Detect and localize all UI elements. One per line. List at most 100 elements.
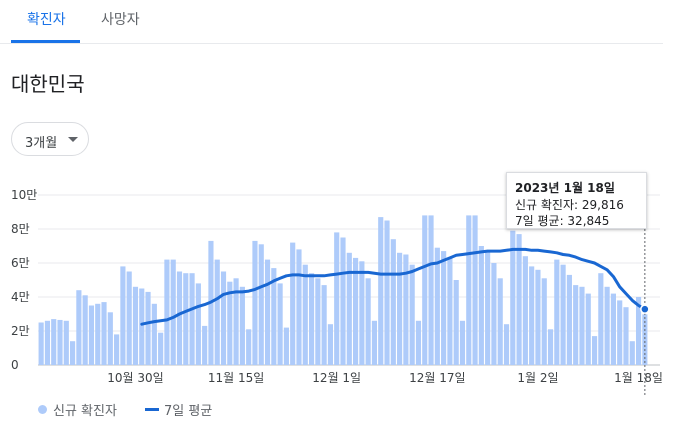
- daily-cases-bar[interactable]: [195, 283, 201, 365]
- daily-cases-bar[interactable]: [88, 305, 95, 366]
- daily-cases-bar[interactable]: [453, 280, 459, 365]
- daily-cases-bar[interactable]: [114, 334, 120, 365]
- daily-cases-bar[interactable]: [478, 246, 484, 365]
- daily-cases-bar[interactable]: [63, 320, 69, 365]
- daily-cases-bar[interactable]: [365, 278, 371, 365]
- daily-cases-bar[interactable]: [340, 237, 346, 366]
- y-tick-label: 2만: [11, 324, 30, 338]
- daily-cases-bar[interactable]: [491, 263, 497, 365]
- daily-cases-bar[interactable]: [459, 320, 466, 365]
- daily-cases-bar[interactable]: [503, 324, 510, 365]
- daily-cases-bar[interactable]: [233, 278, 239, 365]
- daily-cases-bar[interactable]: [334, 232, 340, 365]
- daily-cases-bar[interactable]: [302, 264, 308, 365]
- daily-cases-bar[interactable]: [38, 322, 44, 366]
- daily-cases-bar[interactable]: [120, 266, 126, 365]
- daily-cases-bar[interactable]: [522, 256, 528, 365]
- daily-cases-bar[interactable]: [390, 239, 396, 365]
- daily-cases-bar[interactable]: [132, 286, 139, 365]
- daily-cases-bar[interactable]: [466, 215, 472, 365]
- daily-cases-bar[interactable]: [252, 240, 258, 365]
- daily-cases-bar[interactable]: [598, 273, 604, 365]
- daily-cases-bar[interactable]: [428, 215, 434, 365]
- daily-cases-bar[interactable]: [183, 273, 189, 365]
- daily-cases-bar[interactable]: [610, 293, 616, 365]
- daily-cases-bar[interactable]: [510, 230, 516, 365]
- daily-cases-bar[interactable]: [176, 271, 183, 366]
- daily-cases-bar[interactable]: [107, 312, 113, 365]
- daily-cases-bar[interactable]: [629, 341, 635, 365]
- daily-cases-bar[interactable]: [170, 259, 176, 365]
- daily-cases-bar[interactable]: [346, 252, 352, 365]
- daily-cases-bar[interactable]: [409, 264, 415, 365]
- daily-cases-bar[interactable]: [541, 278, 547, 365]
- daily-cases-bar[interactable]: [554, 259, 560, 365]
- daily-cases-bar[interactable]: [497, 278, 503, 365]
- daily-cases-bar[interactable]: [642, 314, 648, 365]
- daily-cases-bar[interactable]: [403, 254, 409, 366]
- daily-cases-bar[interactable]: [139, 288, 145, 366]
- tab-deaths[interactable]: 사망자: [101, 12, 140, 28]
- daily-cases-bar[interactable]: [397, 252, 403, 365]
- daily-cases-bar[interactable]: [434, 247, 440, 365]
- daily-cases-bar[interactable]: [352, 257, 359, 365]
- daily-cases-bar[interactable]: [485, 251, 491, 365]
- daily-cases-bar[interactable]: [277, 283, 283, 365]
- daily-cases-bar[interactable]: [145, 291, 151, 365]
- daily-cases-bar[interactable]: [239, 286, 245, 365]
- daily-cases-bar[interactable]: [95, 303, 101, 365]
- daily-cases-bar[interactable]: [529, 266, 535, 365]
- daily-cases-bar[interactable]: [604, 286, 610, 365]
- daily-cases-bar[interactable]: [415, 320, 422, 365]
- daily-cases-bar[interactable]: [82, 295, 88, 365]
- daily-cases-bar[interactable]: [283, 327, 289, 365]
- daily-cases-bar[interactable]: [585, 293, 591, 365]
- daily-cases-bar[interactable]: [378, 217, 384, 365]
- daily-cases-bar[interactable]: [296, 249, 302, 365]
- daily-cases-bar[interactable]: [76, 290, 82, 365]
- daily-cases-bar[interactable]: [258, 244, 264, 365]
- daily-cases-bar[interactable]: [44, 320, 51, 365]
- daily-cases-bar[interactable]: [516, 234, 522, 365]
- daily-cases-bar[interactable]: [359, 261, 365, 365]
- daily-cases-bar[interactable]: [271, 268, 277, 365]
- daily-cases-bar[interactable]: [535, 269, 541, 365]
- daily-cases-bar[interactable]: [202, 325, 208, 365]
- daily-cases-bar[interactable]: [220, 271, 227, 366]
- daily-cases-bar[interactable]: [447, 257, 453, 365]
- daily-cases-bar[interactable]: [547, 329, 554, 365]
- daily-cases-bar[interactable]: [164, 259, 170, 365]
- daily-cases-bar[interactable]: [579, 286, 585, 365]
- daily-cases-bar[interactable]: [227, 281, 233, 365]
- daily-cases-bar[interactable]: [321, 285, 327, 365]
- daily-cases-bar[interactable]: [214, 259, 220, 365]
- daily-cases-bar[interactable]: [126, 271, 132, 366]
- daily-cases-bar[interactable]: [635, 297, 642, 365]
- daily-cases-bar[interactable]: [315, 278, 321, 365]
- daily-cases-bar[interactable]: [472, 215, 478, 365]
- daily-cases-bar[interactable]: [264, 259, 271, 365]
- daily-cases-bar[interactable]: [57, 319, 63, 365]
- daily-cases-bar[interactable]: [371, 320, 378, 365]
- daily-cases-bar[interactable]: [158, 332, 164, 365]
- daily-cases-bar[interactable]: [573, 285, 579, 365]
- daily-cases-bar[interactable]: [51, 319, 57, 365]
- daily-cases-bar[interactable]: [560, 264, 566, 365]
- daily-cases-bar[interactable]: [566, 274, 572, 365]
- daily-cases-bar[interactable]: [101, 302, 107, 365]
- daily-cases-bar[interactable]: [623, 307, 629, 365]
- daily-cases-bar[interactable]: [151, 303, 157, 365]
- daily-cases-bar[interactable]: [617, 300, 623, 365]
- daily-cases-bar[interactable]: [308, 273, 315, 365]
- daily-cases-bar[interactable]: [384, 220, 390, 366]
- daily-cases-bar[interactable]: [290, 242, 296, 365]
- daily-cases-bar[interactable]: [422, 215, 428, 365]
- tab-confirmed[interactable]: 확진자: [27, 12, 66, 28]
- time-range-dropdown[interactable]: 3개월: [11, 122, 89, 156]
- daily-cases-bar[interactable]: [70, 341, 76, 365]
- daily-cases-bar[interactable]: [246, 329, 252, 365]
- daily-cases-bar[interactable]: [441, 251, 447, 365]
- daily-cases-bar[interactable]: [591, 336, 598, 365]
- daily-cases-bar[interactable]: [189, 273, 195, 365]
- daily-cases-bar[interactable]: [327, 324, 334, 365]
